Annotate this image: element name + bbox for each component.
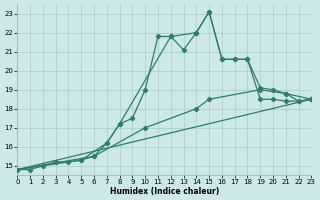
X-axis label: Humidex (Indice chaleur): Humidex (Indice chaleur) bbox=[110, 187, 219, 196]
